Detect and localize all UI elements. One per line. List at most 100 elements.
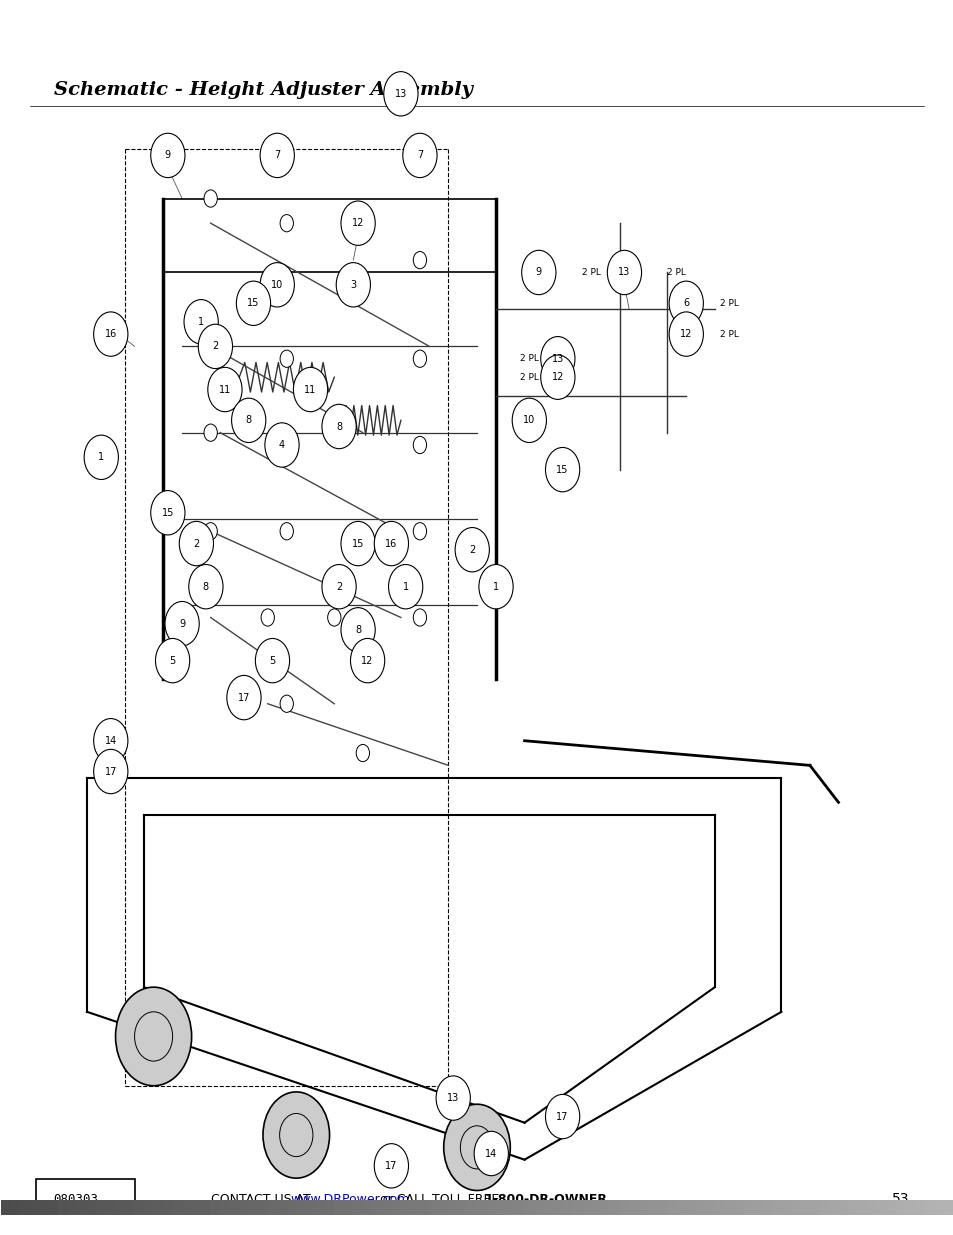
Circle shape — [115, 987, 192, 1086]
Text: 2: 2 — [469, 545, 475, 555]
Circle shape — [540, 337, 575, 380]
Text: 7: 7 — [416, 151, 422, 161]
Text: 12: 12 — [679, 329, 692, 340]
Text: 13: 13 — [447, 1093, 458, 1103]
Text: 14: 14 — [105, 736, 117, 746]
Text: 12: 12 — [361, 656, 374, 666]
Text: 1: 1 — [98, 452, 104, 462]
Text: 17: 17 — [105, 767, 117, 777]
Circle shape — [340, 201, 375, 246]
Circle shape — [208, 367, 242, 411]
Text: 1: 1 — [198, 316, 204, 327]
Text: 12: 12 — [551, 372, 563, 382]
Circle shape — [413, 436, 426, 453]
Circle shape — [455, 527, 489, 572]
Circle shape — [383, 72, 417, 116]
Circle shape — [413, 252, 426, 269]
Text: 15: 15 — [556, 464, 568, 474]
Circle shape — [668, 312, 702, 356]
Circle shape — [227, 676, 261, 720]
Circle shape — [260, 133, 294, 178]
Circle shape — [280, 350, 294, 367]
Circle shape — [374, 521, 408, 566]
Circle shape — [340, 521, 375, 566]
Circle shape — [261, 609, 274, 626]
Circle shape — [321, 564, 355, 609]
Text: 17: 17 — [237, 693, 250, 703]
Text: 2 PL: 2 PL — [719, 299, 738, 308]
Circle shape — [179, 521, 213, 566]
Text: 1: 1 — [493, 582, 498, 592]
Circle shape — [263, 1092, 329, 1178]
Text: 13: 13 — [395, 89, 407, 99]
Text: 2: 2 — [213, 341, 218, 352]
Text: 2 PL: 2 PL — [519, 373, 538, 382]
Text: 15: 15 — [161, 508, 173, 517]
Circle shape — [512, 398, 546, 442]
Circle shape — [260, 263, 294, 308]
Circle shape — [478, 564, 513, 609]
Text: Schematic - Height Adjuster Assembly: Schematic - Height Adjuster Assembly — [53, 82, 472, 100]
Circle shape — [294, 367, 327, 411]
Text: 17: 17 — [385, 1161, 397, 1171]
Circle shape — [84, 435, 118, 479]
Text: 10: 10 — [522, 415, 535, 425]
Circle shape — [151, 490, 185, 535]
Circle shape — [374, 1144, 408, 1188]
Text: 8: 8 — [245, 415, 252, 425]
Text: 9: 9 — [165, 151, 171, 161]
Text: 4: 4 — [278, 440, 285, 450]
Circle shape — [335, 263, 370, 308]
Circle shape — [668, 282, 702, 326]
Circle shape — [204, 424, 217, 441]
Text: 53: 53 — [891, 1192, 908, 1207]
Circle shape — [151, 133, 185, 178]
Circle shape — [155, 638, 190, 683]
Circle shape — [545, 447, 579, 492]
Text: 7: 7 — [274, 151, 280, 161]
Text: 5: 5 — [170, 656, 175, 666]
Circle shape — [474, 1131, 508, 1176]
Circle shape — [189, 564, 223, 609]
Circle shape — [443, 1104, 510, 1191]
Circle shape — [198, 325, 233, 368]
Text: 8: 8 — [335, 421, 342, 431]
Circle shape — [232, 398, 266, 442]
Text: 2 PL: 2 PL — [519, 354, 538, 363]
Circle shape — [280, 695, 294, 713]
Text: 16: 16 — [385, 538, 397, 548]
Circle shape — [402, 133, 436, 178]
Text: 15: 15 — [247, 299, 259, 309]
Text: 17: 17 — [556, 1112, 568, 1121]
Circle shape — [540, 354, 575, 399]
Text: 13: 13 — [618, 268, 630, 278]
Text: 11: 11 — [218, 384, 231, 394]
Text: 16: 16 — [105, 329, 117, 340]
Circle shape — [204, 190, 217, 207]
Circle shape — [327, 609, 340, 626]
Circle shape — [413, 609, 426, 626]
Text: 9: 9 — [179, 619, 185, 629]
Circle shape — [93, 312, 128, 356]
Text: 2 PL: 2 PL — [719, 330, 738, 338]
Circle shape — [388, 564, 422, 609]
Circle shape — [184, 300, 218, 343]
Circle shape — [413, 350, 426, 367]
Circle shape — [265, 422, 299, 467]
Text: 15: 15 — [352, 538, 364, 548]
Text: 2 PL: 2 PL — [666, 268, 685, 277]
Circle shape — [280, 436, 294, 453]
Circle shape — [93, 750, 128, 794]
Text: 1-800-DR-OWNER: 1-800-DR-OWNER — [484, 1193, 607, 1205]
Circle shape — [436, 1076, 470, 1120]
Text: 14: 14 — [485, 1149, 497, 1158]
Text: 2: 2 — [335, 582, 342, 592]
Circle shape — [355, 745, 369, 762]
Text: www.DRPower.com: www.DRPower.com — [291, 1193, 410, 1205]
Circle shape — [280, 215, 294, 232]
Text: 12: 12 — [352, 219, 364, 228]
Circle shape — [236, 282, 271, 326]
Circle shape — [204, 522, 217, 540]
Text: 11: 11 — [304, 384, 316, 394]
Circle shape — [607, 251, 640, 295]
